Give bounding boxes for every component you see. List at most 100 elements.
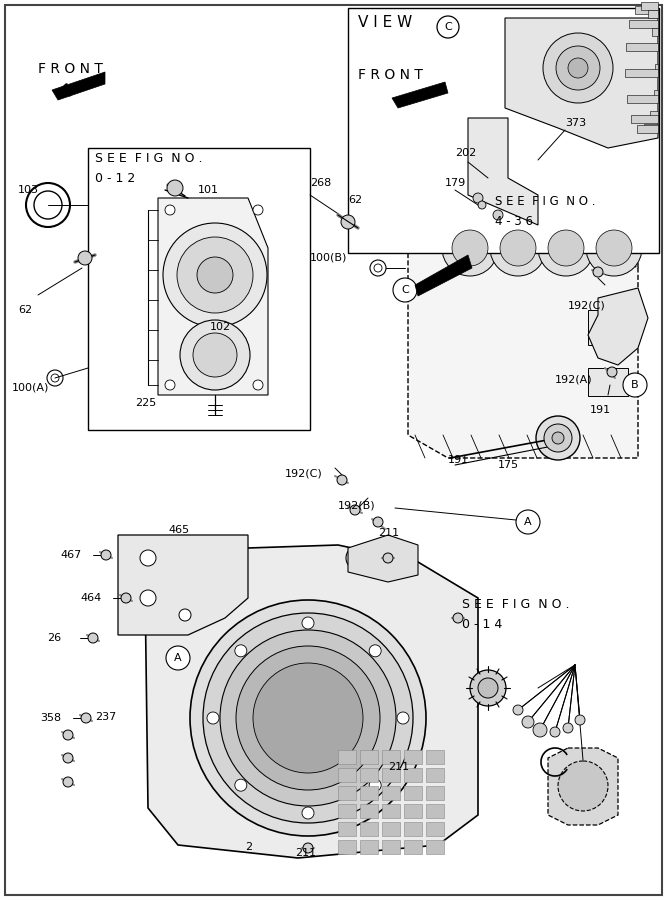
Text: 211: 211 — [388, 762, 409, 772]
Bar — [382, 840, 400, 854]
Text: C: C — [444, 22, 452, 32]
Circle shape — [437, 16, 459, 38]
Circle shape — [63, 730, 73, 740]
Text: 225: 225 — [135, 398, 156, 408]
Bar — [360, 822, 378, 836]
Circle shape — [552, 432, 564, 444]
Bar — [404, 768, 422, 782]
Circle shape — [350, 505, 360, 515]
Bar — [641, 2, 658, 10]
Circle shape — [101, 550, 111, 560]
Circle shape — [556, 46, 600, 90]
Text: 101: 101 — [198, 185, 219, 195]
Circle shape — [516, 510, 540, 534]
Polygon shape — [348, 535, 418, 582]
Text: 202: 202 — [455, 148, 476, 158]
Text: 268: 268 — [310, 178, 331, 188]
Circle shape — [596, 230, 632, 266]
Circle shape — [452, 230, 488, 266]
Bar — [338, 768, 356, 782]
Bar — [625, 69, 658, 77]
Circle shape — [558, 761, 608, 811]
Circle shape — [207, 712, 219, 724]
Bar — [626, 43, 658, 50]
Circle shape — [473, 193, 483, 203]
Circle shape — [533, 723, 547, 737]
Bar — [382, 768, 400, 782]
Circle shape — [180, 320, 250, 390]
Circle shape — [88, 633, 98, 643]
Text: 102: 102 — [210, 322, 231, 332]
Circle shape — [235, 779, 247, 791]
Circle shape — [197, 257, 233, 293]
Circle shape — [550, 727, 560, 737]
Text: 192(B): 192(B) — [338, 500, 376, 510]
Text: 0 - 1 2: 0 - 1 2 — [95, 172, 135, 185]
Bar — [638, 125, 658, 133]
Bar — [338, 804, 356, 818]
Bar — [382, 786, 400, 800]
Circle shape — [548, 230, 584, 266]
Polygon shape — [588, 288, 648, 365]
Circle shape — [337, 475, 347, 485]
Polygon shape — [145, 545, 478, 858]
Polygon shape — [408, 225, 638, 268]
Text: 100(B): 100(B) — [310, 252, 348, 262]
Text: 191: 191 — [590, 405, 611, 415]
Circle shape — [346, 546, 370, 570]
Bar — [635, 5, 658, 14]
Circle shape — [607, 367, 617, 377]
Text: A: A — [524, 518, 532, 527]
Bar — [360, 840, 378, 854]
Bar — [654, 90, 658, 98]
Bar — [588, 368, 628, 396]
Circle shape — [478, 201, 486, 209]
Circle shape — [383, 553, 393, 563]
Circle shape — [586, 220, 642, 276]
Polygon shape — [505, 18, 658, 148]
Text: 100(A): 100(A) — [12, 382, 49, 392]
Circle shape — [536, 416, 580, 460]
Text: 192(A): 192(A) — [555, 375, 592, 385]
Text: F R O N T: F R O N T — [358, 68, 423, 82]
Circle shape — [51, 374, 59, 382]
Bar — [360, 804, 378, 818]
Circle shape — [373, 517, 383, 527]
Circle shape — [63, 753, 73, 763]
Circle shape — [593, 267, 603, 277]
Circle shape — [121, 593, 131, 603]
Text: 237: 237 — [95, 712, 116, 722]
Circle shape — [236, 646, 380, 790]
Circle shape — [397, 712, 409, 724]
Bar — [360, 768, 378, 782]
Bar — [644, 124, 658, 132]
Circle shape — [623, 373, 647, 397]
Circle shape — [442, 220, 498, 276]
Circle shape — [374, 264, 382, 272]
Bar — [652, 29, 658, 36]
Circle shape — [179, 609, 191, 621]
Circle shape — [253, 663, 363, 773]
Text: 103: 103 — [18, 185, 39, 195]
Text: 4 - 3 6: 4 - 3 6 — [495, 215, 533, 228]
Circle shape — [370, 260, 386, 276]
Circle shape — [220, 630, 396, 806]
Circle shape — [163, 223, 267, 327]
Circle shape — [78, 251, 92, 265]
Bar — [382, 804, 400, 818]
Text: 192(C): 192(C) — [285, 468, 323, 478]
Bar — [648, 10, 658, 18]
Circle shape — [63, 777, 73, 787]
Text: 465: 465 — [168, 525, 189, 535]
Bar — [426, 804, 444, 818]
Circle shape — [522, 716, 534, 728]
Text: S E E  F I G  N O .: S E E F I G N O . — [95, 152, 203, 165]
Circle shape — [253, 205, 263, 215]
Bar — [382, 750, 400, 764]
Text: 211: 211 — [378, 528, 399, 538]
Polygon shape — [52, 72, 105, 100]
Circle shape — [165, 205, 175, 215]
Circle shape — [253, 380, 263, 390]
Text: 26: 26 — [47, 633, 61, 643]
Circle shape — [303, 843, 313, 853]
